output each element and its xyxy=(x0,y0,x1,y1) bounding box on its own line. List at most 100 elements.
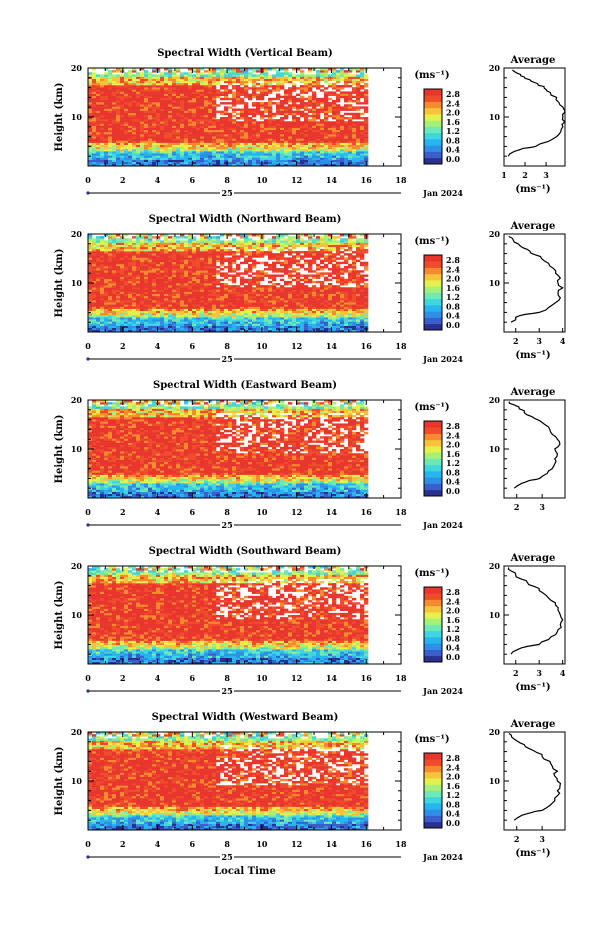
heatmap-cell xyxy=(116,295,121,299)
heatmap-cell xyxy=(316,82,321,86)
heatmap-cell xyxy=(212,306,217,309)
heatmap-cell xyxy=(272,80,277,84)
heatmap-cell xyxy=(268,127,273,131)
heatmap-cell xyxy=(336,74,341,77)
heatmap-cell xyxy=(316,159,321,163)
heatmap-cell xyxy=(112,104,117,107)
heatmap-cell xyxy=(356,93,361,96)
heatmap-cell xyxy=(332,74,337,77)
heatmap-cell xyxy=(300,157,305,160)
heatmap-cell xyxy=(328,157,333,160)
heatmap-cell xyxy=(140,85,145,88)
heatmap-cell xyxy=(184,144,189,148)
heatmap-cell xyxy=(208,123,213,126)
heatmap-cell xyxy=(336,297,341,301)
heatmap-cell xyxy=(272,112,277,116)
heatmap-cell xyxy=(236,89,241,92)
heatmap-cell xyxy=(356,129,361,133)
heatmap-cell xyxy=(200,327,205,331)
heatmap-cell xyxy=(296,329,301,333)
heatmap-cell xyxy=(280,142,285,145)
heatmap-cell xyxy=(204,89,209,92)
heatmap-cell xyxy=(268,312,273,316)
heatmap-cell xyxy=(328,93,333,96)
heatmap-cell xyxy=(284,159,289,163)
heatmap-cell xyxy=(140,155,145,158)
heatmap-cell xyxy=(208,280,213,284)
heatmap-cell xyxy=(112,82,117,86)
heatmap-cell xyxy=(288,323,293,326)
avg-x-tick-label: 3 xyxy=(543,170,549,180)
heatmap-cell xyxy=(88,323,93,326)
heatmap-cell xyxy=(288,306,293,309)
heatmap-cell xyxy=(260,110,265,114)
heatmap-cell xyxy=(324,329,329,333)
heatmap-cell xyxy=(196,276,201,280)
heatmap-cell xyxy=(160,131,165,135)
heatmap-cell xyxy=(288,87,293,90)
heatmap-cell xyxy=(328,151,333,154)
heatmap-cell xyxy=(116,276,121,280)
heatmap-cell xyxy=(356,270,361,273)
heatmap-cell xyxy=(148,323,153,326)
heatmap-cell xyxy=(244,136,249,139)
heatmap-cell xyxy=(252,70,257,73)
heatmap-cell xyxy=(112,291,117,294)
heatmap-cell xyxy=(128,323,133,326)
heatmap-cell xyxy=(216,129,221,133)
heatmap-cell xyxy=(336,300,341,303)
heatmap-cell xyxy=(244,68,249,71)
heatmap-cell xyxy=(296,68,301,71)
heatmap-cell xyxy=(328,76,333,79)
heatmap-cell xyxy=(172,91,177,94)
heatmap-cell xyxy=(176,289,181,292)
heatmap-cell xyxy=(208,308,213,311)
heatmap-cell xyxy=(196,293,201,297)
heatmap-cell xyxy=(112,157,117,160)
heatmap-cell xyxy=(232,80,237,84)
heatmap-cell xyxy=(328,104,333,107)
heatmap-cell xyxy=(168,70,173,73)
heatmap-cell xyxy=(336,278,341,282)
heatmap-cell xyxy=(152,110,157,114)
heatmap-cell xyxy=(264,142,269,145)
heatmap-cell xyxy=(124,302,129,305)
heatmap-cell xyxy=(252,89,257,92)
heatmap-cell xyxy=(356,319,361,322)
heatmap-cell xyxy=(304,148,309,152)
heatmap-cell xyxy=(260,293,265,297)
heatmap-cell xyxy=(252,142,257,145)
heatmap-cell xyxy=(312,293,317,297)
heatmap-cell xyxy=(100,117,105,120)
heatmap-cell xyxy=(148,108,153,111)
heatmap-cell xyxy=(144,131,149,135)
heatmap-cell xyxy=(156,310,161,314)
heatmap-cell xyxy=(232,140,237,143)
heatmap-cell xyxy=(112,80,117,84)
heatmap-cell xyxy=(356,312,361,316)
heatmap-cell xyxy=(256,155,261,158)
heatmap-cell xyxy=(140,272,145,275)
heatmap-cell xyxy=(308,300,313,303)
heatmap-cell xyxy=(124,319,129,322)
heatmap-cell xyxy=(224,85,229,88)
heatmap-cell xyxy=(172,327,177,331)
heatmap-cell xyxy=(204,142,209,145)
heatmap-cell xyxy=(120,293,125,297)
heatmap-cell xyxy=(256,325,261,329)
heatmap-cell xyxy=(164,112,169,116)
heatmap-cell xyxy=(244,310,249,314)
heatmap-cell xyxy=(236,272,241,275)
heatmap-cell xyxy=(184,76,189,79)
heatmap-cell xyxy=(292,123,297,126)
heatmap-cell xyxy=(188,110,193,114)
heatmap-cell xyxy=(276,70,281,73)
heatmap-cell xyxy=(124,117,129,120)
heatmap-cell xyxy=(336,295,341,299)
heatmap-cell xyxy=(272,276,277,280)
heatmap-cell xyxy=(312,280,317,284)
heatmap-cell xyxy=(136,317,141,320)
heatmap-cell xyxy=(148,142,153,145)
heatmap-cell xyxy=(344,329,349,333)
heatmap-cell xyxy=(188,274,193,277)
